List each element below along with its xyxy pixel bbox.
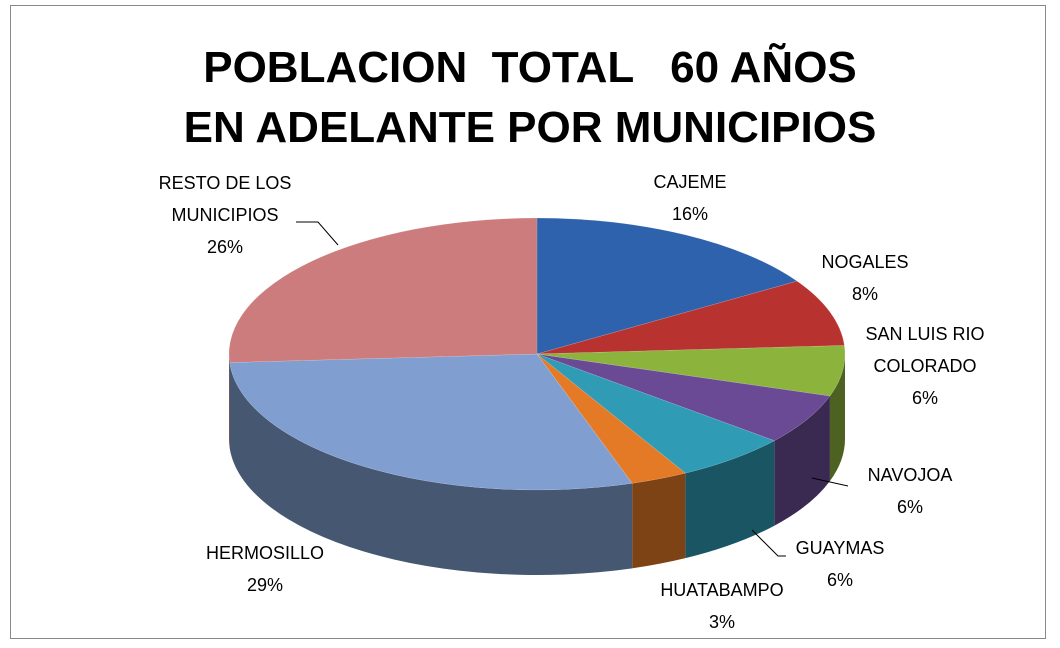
category-label: CAJEME <box>653 172 727 192</box>
data-label: NOGALES 8% <box>785 246 945 310</box>
value-label: 29% <box>246 575 284 595</box>
pie-slice <box>536 353 775 474</box>
pie-slice <box>536 345 846 397</box>
leader-line <box>751 529 786 557</box>
category-label: GUAYMAS <box>795 538 885 558</box>
value-label: 26% <box>206 237 244 257</box>
data-label: HUATABAMPO 3% <box>642 574 802 638</box>
category-label: HERMOSILLO <box>205 543 325 563</box>
data-label: HERMOSILLO 29% <box>180 537 350 601</box>
slice-side <box>229 362 633 575</box>
category-label: RESTO DE LOS MUNICIPIOS <box>158 173 292 225</box>
data-label: GUAYMAS 6% <box>760 532 920 596</box>
pie-slice <box>536 280 845 355</box>
pie-slice <box>536 353 831 441</box>
category-label: SAN LUIS RIO COLORADO <box>865 324 985 376</box>
category-label: HUATABAMPO <box>660 580 784 600</box>
value-label: 6% <box>826 570 853 590</box>
value-label: 16% <box>671 204 709 224</box>
data-label: SAN LUIS RIO COLORADO 6% <box>850 318 1000 414</box>
category-label: NAVOJOA <box>867 465 953 485</box>
pie-slice <box>228 217 538 363</box>
value-label: 6% <box>911 388 938 408</box>
data-label: RESTO DE LOS MUNICIPIOS 26% <box>140 167 310 263</box>
category-label: NOGALES <box>821 252 909 272</box>
pie-slice <box>536 217 798 355</box>
leader-line <box>296 221 339 246</box>
leader-line <box>811 477 849 487</box>
slice-side <box>685 440 775 559</box>
value-label: 8% <box>851 284 878 304</box>
slice-side <box>829 354 845 482</box>
data-label: NAVOJOA 6% <box>830 459 990 523</box>
pie-slice <box>229 353 633 491</box>
chart-title: POBLACION TOTAL 60 AÑOS EN ADELANTE POR … <box>183 43 877 152</box>
value-label: 6% <box>896 497 923 517</box>
chart-frame <box>10 5 1046 639</box>
pie-slice <box>536 353 686 484</box>
slice-side <box>229 354 230 448</box>
data-label: CAJEME 16% <box>610 166 770 230</box>
slice-side <box>774 396 830 526</box>
slice-side <box>632 473 686 569</box>
value-label: 3% <box>708 612 735 632</box>
